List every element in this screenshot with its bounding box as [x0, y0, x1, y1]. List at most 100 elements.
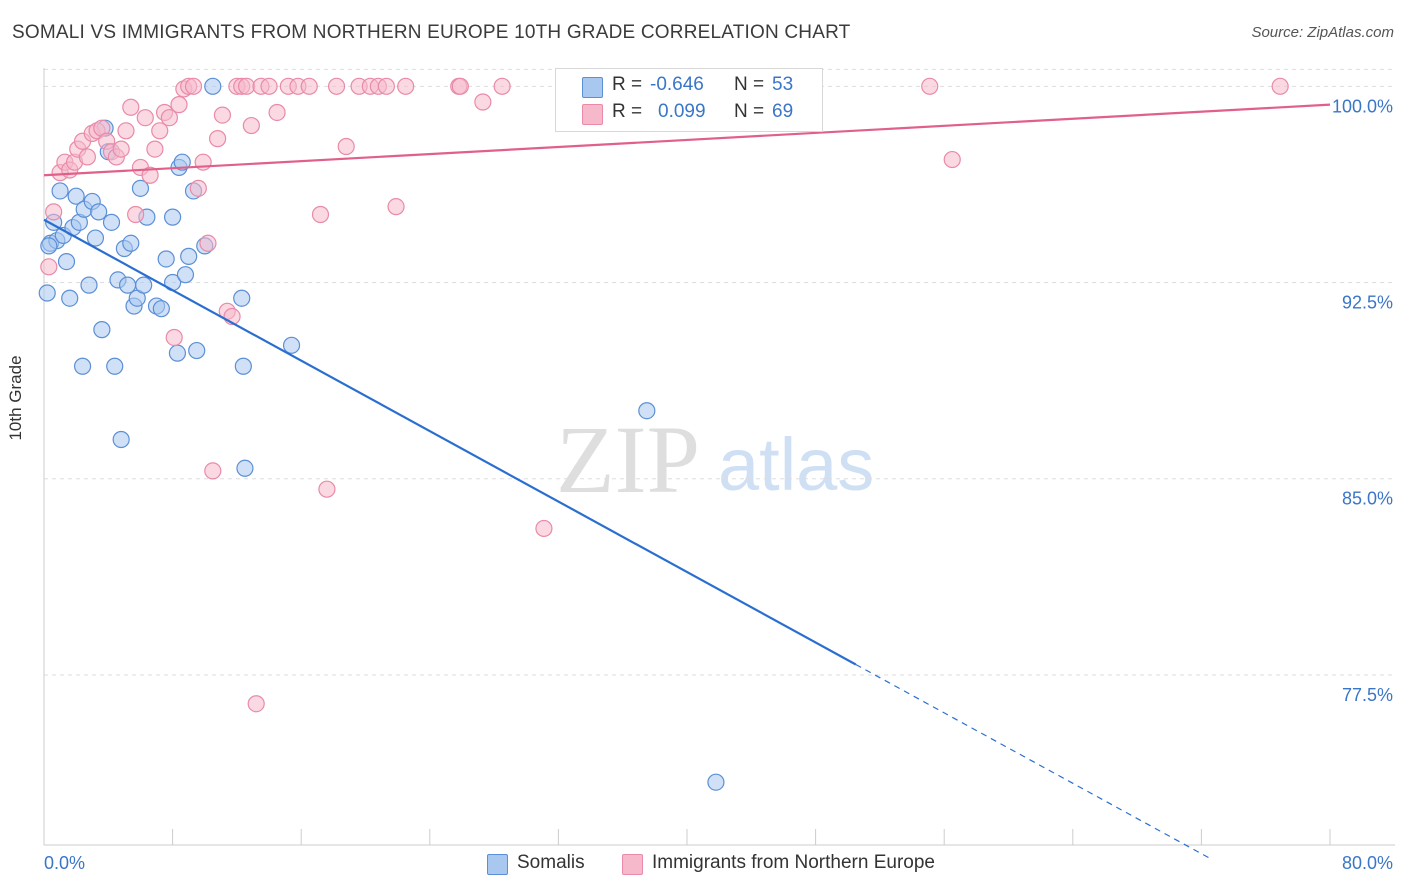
legend-n-label: N = [734, 101, 765, 122]
northern-europe-point [78, 148, 97, 166]
somali-point [38, 284, 56, 302]
bottom-legend-label-somalis: Somalis [517, 852, 585, 873]
y-tick-label: 100.0% [1332, 96, 1393, 116]
bottom-legend-label-northern-europe: Immigrants from Northern Europe [652, 852, 935, 873]
somali-point [80, 276, 98, 294]
northern-europe-point [535, 519, 553, 538]
bottom-legend-swatch-somalis [487, 854, 508, 875]
somali-point [180, 247, 198, 265]
northern-europe-point [921, 77, 939, 95]
somali-point [168, 344, 187, 362]
legend-r-value: -0.646 [650, 74, 704, 95]
northern-europe-point [151, 122, 169, 140]
northern-europe-point [141, 166, 159, 184]
y-tick-label: 77.5% [1342, 685, 1393, 705]
source-label: Source: ZipAtlas.com [1251, 24, 1394, 41]
somali-point [122, 234, 140, 252]
somali-point [93, 321, 111, 339]
northern-europe-point [493, 77, 511, 95]
somali-point [40, 237, 58, 255]
northern-europe-point [237, 77, 256, 95]
northern-europe-point [1271, 77, 1289, 95]
somali-point [61, 289, 79, 307]
somali-point [157, 250, 175, 268]
somali-point [152, 300, 170, 318]
correlation-legend: R = -0.646 N = 53 R = 0.099 N = 69 [555, 68, 823, 132]
northern-europe-point [397, 77, 415, 95]
legend-r-label: R = [612, 74, 643, 95]
somali-point [51, 182, 69, 200]
watermark-zip: ZIP [556, 406, 700, 513]
northern-europe-point [170, 96, 188, 114]
somali-point [282, 336, 301, 354]
somali-trend-line [43, 218, 857, 666]
somali-point [73, 357, 92, 375]
somali-point [707, 773, 725, 791]
somali-point [86, 229, 105, 247]
northern-europe-point [136, 109, 154, 127]
northern-europe-point [242, 116, 260, 135]
somali-point [102, 213, 121, 231]
northern-europe-point [300, 77, 318, 95]
somali-point [173, 153, 191, 171]
somali-point [135, 276, 153, 294]
northern-europe-point [199, 234, 217, 252]
northern-europe-point [146, 140, 164, 158]
somali-point [638, 402, 656, 420]
x-tick-label: 0.0% [44, 853, 85, 873]
y-tick-label: 92.5% [1342, 293, 1393, 313]
northern-europe-point [127, 205, 145, 224]
x-tick-label: 80.0% [1342, 853, 1393, 873]
northern-europe-point [943, 150, 961, 169]
somali-trend-extension [855, 663, 1210, 859]
northern-europe-point [337, 137, 355, 156]
watermark-atlas: atlas [718, 423, 874, 506]
legend-swatch-somalis [582, 77, 603, 98]
northern-europe-point [112, 140, 130, 158]
northern-europe-point [247, 695, 265, 713]
somali-point [234, 357, 252, 375]
legend-r-label: R = [612, 101, 643, 122]
northern-europe-point [474, 93, 492, 111]
northern-europe-point [268, 103, 286, 122]
northern-europe-point [387, 198, 405, 216]
northern-europe-point [45, 203, 63, 221]
northern-europe-point [117, 122, 135, 140]
somali-point [233, 289, 251, 307]
legend-n-label: N = [734, 74, 765, 95]
somali-point [204, 77, 222, 95]
northern-europe-trend-line [43, 103, 1331, 177]
northern-europe-point [318, 480, 336, 498]
northern-europe-point [213, 106, 232, 124]
northern-europe-point [184, 77, 203, 95]
northern-europe-point [209, 130, 227, 148]
somali-point [131, 179, 150, 197]
northern-europe-point [165, 328, 183, 347]
somali-point [106, 357, 124, 375]
bottom-legend-swatch-northern-europe [622, 854, 643, 875]
legend-r-value: 0.099 [658, 101, 706, 122]
somali-point [112, 430, 130, 449]
northern-europe-point [40, 258, 58, 276]
somali-point [236, 459, 254, 477]
somali-point [188, 341, 206, 360]
legend-n-value: 69 [772, 101, 794, 122]
somali-point [176, 266, 195, 284]
northern-europe-point [327, 77, 346, 95]
northern-europe-point [451, 77, 469, 95]
somali-point [90, 203, 108, 221]
y-axis-label: 10th Grade [6, 355, 25, 441]
legend-swatch-northern-europe [582, 104, 603, 125]
northern-europe-point [189, 179, 207, 197]
northern-europe-point [311, 205, 330, 224]
somali-point [57, 252, 76, 271]
northern-europe-point [204, 462, 222, 480]
y-tick-label: 85.0% [1342, 489, 1393, 509]
northern-europe-point [160, 109, 178, 127]
northern-europe-point [377, 77, 395, 95]
somali-point [164, 208, 182, 226]
northern-europe-point [260, 77, 278, 95]
somali-point [67, 187, 85, 205]
legend-n-value: 53 [772, 74, 794, 95]
